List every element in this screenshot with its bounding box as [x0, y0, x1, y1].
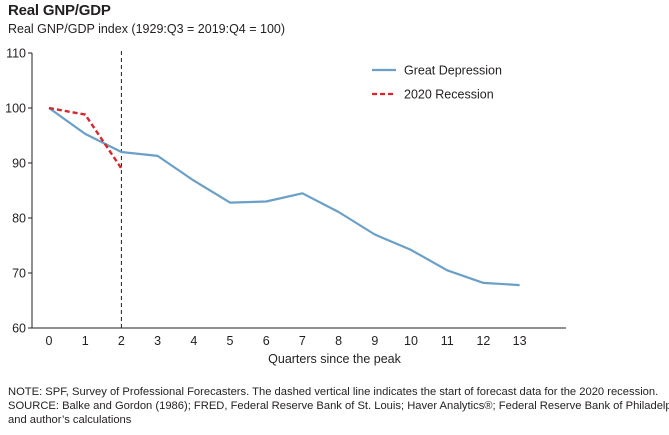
x-tick-label: 9 — [371, 334, 378, 348]
legend: Great Depression 2020 Recession — [372, 64, 502, 102]
chart-title: Real GNP/GDP — [8, 2, 111, 19]
x-tick-label: 11 — [441, 334, 454, 348]
x-tick-label: 2 — [118, 334, 125, 348]
x-axis-label: Quarters since the peak — [268, 352, 401, 366]
source-line: SOURCE: Balke and Gordon (1986); FRED, F… — [8, 400, 669, 412]
y-tick-label: 60 — [12, 322, 26, 336]
series-line-2020-recession — [48, 106, 123, 170]
y-tick-label: 80 — [12, 212, 26, 226]
x-tick-label: 13 — [513, 334, 527, 348]
note-line: NOTE: SPF, Survey of Professional Foreca… — [8, 386, 659, 398]
x-tick-label: 10 — [404, 334, 418, 348]
x-tick-label: 3 — [154, 334, 161, 348]
x-tick-label: 6 — [263, 334, 270, 348]
x-tick-label: 7 — [299, 334, 306, 348]
x-tick-label: 12 — [476, 334, 490, 348]
legend-label: Great Depression — [404, 64, 502, 78]
x-ticks: 0 1 2 3 4 5 6 7 8 9 10 11 12 13 — [46, 334, 527, 348]
x-tick-label: 8 — [335, 334, 342, 348]
y-tick-label: 90 — [12, 157, 26, 171]
x-tick-label: 0 — [46, 334, 53, 348]
chart-notes: NOTE: SPF, Survey of Professional Foreca… — [8, 385, 669, 427]
y-tick-label: 110 — [6, 47, 26, 61]
y-ticks: 60 70 80 90 100 110 — [5, 47, 32, 336]
y-axis-label: Real GNP/GDP index (1929:Q3 = 2019:Q4 = … — [8, 22, 286, 36]
x-tick-label: 5 — [227, 334, 234, 348]
series-lines — [48, 106, 520, 287]
y-tick-label: 100 — [5, 102, 26, 116]
series-line-great-depression — [48, 107, 520, 287]
source-line-continued: and author’s calculations — [8, 414, 132, 426]
legend-label: 2020 Recession — [404, 88, 494, 102]
x-tick-label: 1 — [82, 334, 89, 348]
x-tick-label: 4 — [190, 334, 197, 348]
y-tick-label: 70 — [12, 267, 26, 281]
